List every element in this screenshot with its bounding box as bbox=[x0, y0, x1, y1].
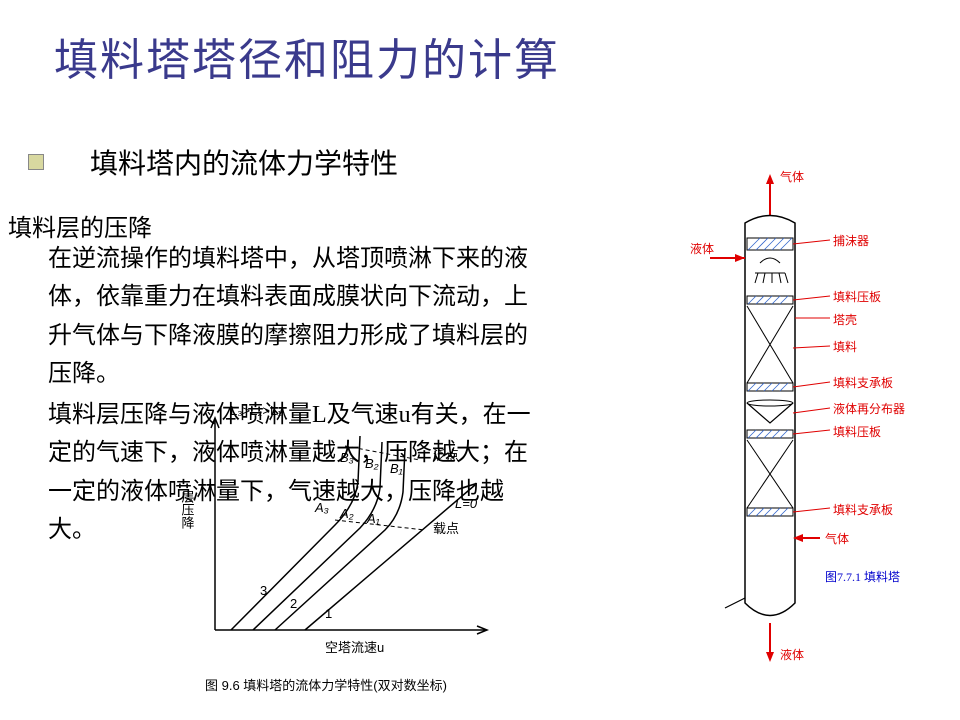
liquid-out-label: 液体 bbox=[780, 646, 804, 663]
subtitle: 填料塔内的流体力学特性 bbox=[90, 142, 398, 182]
section-heading: 填料层的压降 bbox=[8, 208, 152, 243]
n1: 1 bbox=[325, 606, 332, 621]
lbl-3: 填料 bbox=[833, 338, 857, 355]
tower-caption: 图7.7.1 填料塔 bbox=[825, 568, 900, 585]
lbl-5: 液体再分布器 bbox=[833, 400, 905, 417]
b2: B₂ bbox=[365, 456, 379, 471]
packed-tower-diagram: 气体 液体 捕沫器 填料压板 塔壳 填料 填料支承板 液体再分布器 填料压板 填… bbox=[690, 168, 940, 668]
bullet-icon bbox=[28, 154, 44, 170]
load-label: 载点 bbox=[433, 521, 459, 536]
b3: B₃ bbox=[340, 450, 354, 465]
x-axis-label: 空塔流速u bbox=[325, 640, 384, 655]
subtitle-row: 填料塔内的流体力学特性 bbox=[28, 142, 398, 182]
lbl-4: 填料支承板 bbox=[833, 374, 893, 391]
gas-out-label: 气体 bbox=[780, 168, 804, 185]
dry-label: L=0 bbox=[455, 496, 478, 511]
chart-ylabel-top: L₃>L₂>L₁ bbox=[230, 403, 282, 418]
lbl-0: 捕沫器 bbox=[833, 232, 869, 249]
chart-caption: 图 9.6 填料塔的流体力学特性(双对数坐标) bbox=[205, 675, 447, 694]
flood-label: 泛点 bbox=[433, 448, 459, 463]
n2: 2 bbox=[290, 596, 297, 611]
y-axis-label: 层压降 bbox=[180, 490, 195, 529]
b1: B₁ bbox=[390, 461, 403, 476]
lbl-6: 填料压板 bbox=[833, 423, 881, 440]
hydraulics-chart: L₃>L₂>L₁ 泛点 载点 L=0 B₃ B₂ B₁ A₃ A₂ A₁ 3 2… bbox=[175, 400, 505, 700]
n3: 3 bbox=[260, 583, 267, 598]
liquid-in-label: 液体 bbox=[690, 240, 714, 257]
lbl-2: 塔壳 bbox=[833, 311, 857, 328]
lbl-1: 填料压板 bbox=[833, 288, 881, 305]
paragraph-1: 在逆流操作的填料塔中，从塔顶喷淋下来的液体，依靠重力在填料表面成膜状向下流动，上… bbox=[48, 240, 548, 394]
lbl-7: 填料支承板 bbox=[833, 501, 893, 518]
a1: A₁ bbox=[366, 511, 380, 526]
a3: A₃ bbox=[314, 500, 329, 515]
lbl-8: 气体 bbox=[825, 530, 849, 547]
a2: A₂ bbox=[339, 506, 354, 521]
slide-title: 填料塔塔径和阻力的计算 bbox=[54, 24, 560, 88]
